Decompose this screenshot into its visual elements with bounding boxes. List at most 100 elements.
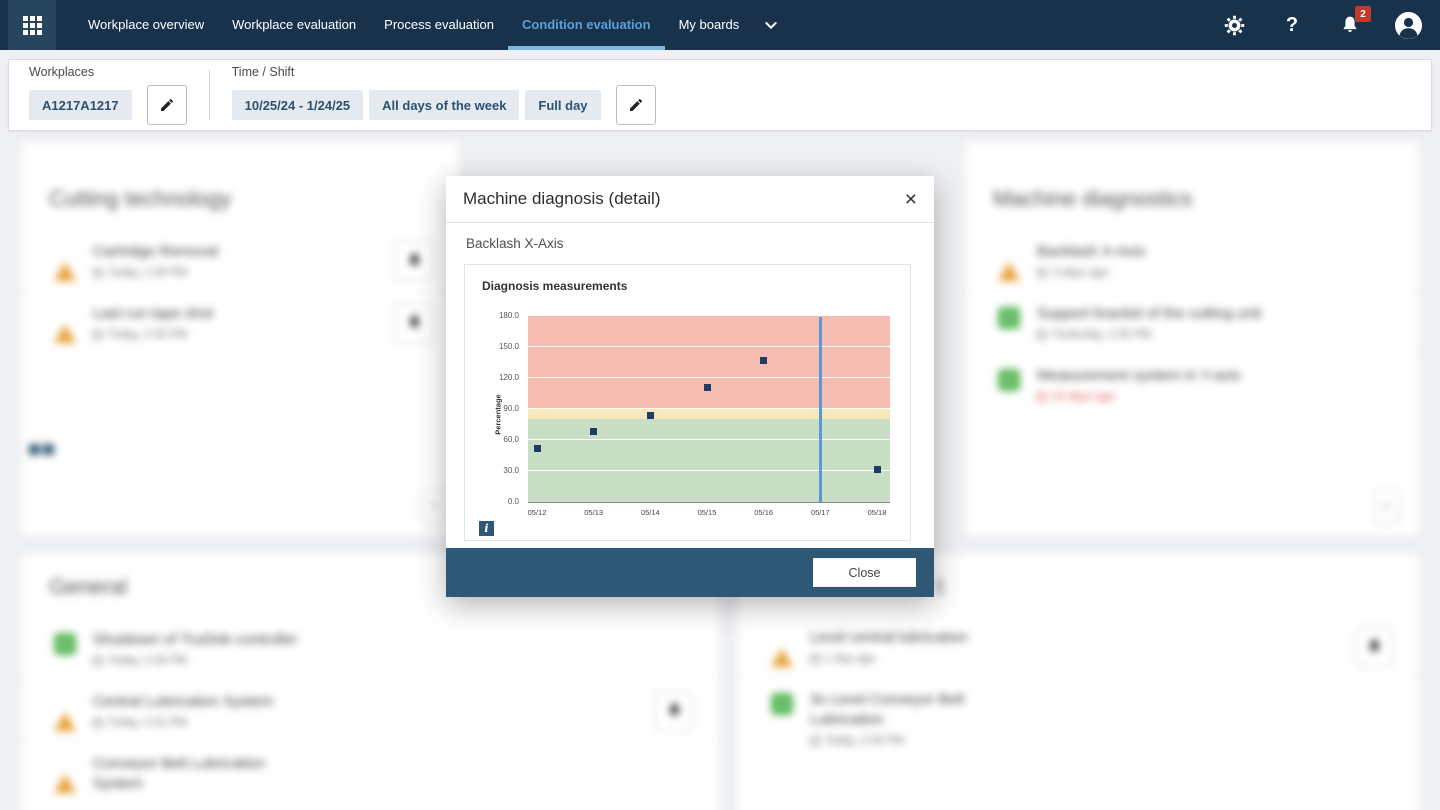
item-date-overdue: 10 days ago: [1037, 391, 1399, 403]
card-next-button[interactable]: ›: [422, 489, 447, 523]
x-tick-label: 05/18: [867, 508, 887, 517]
warning-icon: [54, 757, 78, 793]
tab-workplace-evaluation[interactable]: Workplace evaluation: [232, 17, 357, 32]
warning-icon: [54, 695, 78, 731]
y-tick-label: 60.0: [503, 435, 519, 444]
info-icon[interactable]: i: [479, 521, 494, 536]
calendar-icon: [93, 718, 103, 728]
calendar-icon: [93, 656, 103, 666]
subscribe-bell-button[interactable]: [395, 302, 433, 343]
workplaces-filter: Workplaces A1217A1217: [29, 65, 187, 125]
pagination-dot[interactable]: [29, 444, 40, 455]
avatar: [1394, 11, 1422, 39]
success-icon: ✓: [998, 369, 1022, 391]
item-title: Level central lubrication: [810, 629, 968, 646]
edit-time-shift-button[interactable]: [615, 85, 656, 125]
subscribe-bell-button[interactable]: [655, 690, 693, 731]
dashboard-content: Cutting technology Cartridge Removal Tod…: [0, 141, 1440, 810]
user-menu-button[interactable]: [1394, 9, 1422, 41]
list-item[interactable]: Backlash X-Axis 3 days ago: [965, 230, 1419, 292]
app-launcher-button[interactable]: [8, 0, 56, 50]
top-nav: Workplace overview Workplace evaluation …: [0, 0, 1440, 50]
data-point: [703, 383, 711, 391]
card-title: Cutting technology: [49, 186, 232, 211]
data-point: [590, 428, 598, 436]
warning-icon: [771, 631, 795, 667]
item-date: 3 days ago: [1037, 267, 1399, 279]
list-item[interactable]: Central Lubrication System Today, 2:31 P…: [21, 680, 719, 742]
item-date: Today, 2:30 PM: [93, 267, 439, 279]
date-range-chip: 10/25/24 - 1/24/25: [231, 90, 364, 120]
gear-icon: [1224, 15, 1244, 35]
item-title: Conveyor Belt Lubrication System: [93, 755, 265, 792]
chart-band: [528, 419, 890, 502]
modal-close-icon[interactable]: ×: [904, 187, 917, 211]
modal-title: Machine diagnosis (detail): [463, 189, 661, 208]
item-date: Today, 2:31 PM: [93, 717, 699, 729]
y-tick-label: 180.0: [498, 311, 519, 320]
card-title: Machine diagnostics: [993, 186, 1193, 211]
nav-more-chevron-icon[interactable]: [753, 0, 789, 50]
x-tick-label: 05/16: [754, 508, 774, 517]
x-tick-label: 05/12: [527, 508, 547, 517]
list-item[interactable]: ✓ 3x Level Conveyor Belt Lubrication Tod…: [738, 678, 1419, 759]
warning-icon: [54, 245, 78, 281]
warning-icon: [998, 245, 1022, 281]
list-item[interactable]: Conveyor Belt Lubrication System: [21, 742, 719, 806]
calendar-icon: [1037, 268, 1047, 278]
subscribe-bell-button[interactable]: [1355, 626, 1393, 667]
chart-gridline: [528, 470, 890, 471]
modal-subtitle: Backlash X-Axis: [466, 236, 564, 251]
bell-icon: [1343, 16, 1357, 32]
item-title: Last run tape shot: [93, 305, 214, 322]
warning-icon: [54, 307, 78, 343]
pencil-icon: [160, 98, 173, 111]
workplaces-label: Workplaces: [29, 65, 95, 79]
notification-badge: 2: [1355, 6, 1371, 22]
list-item[interactable]: ✓ Measurement system in Y-axis 10 days a…: [965, 354, 1419, 415]
chart-gridline: [528, 377, 890, 378]
success-icon: ✓: [771, 693, 795, 715]
notifications-button[interactable]: 2: [1336, 6, 1371, 41]
days-chip: All days of the week: [369, 90, 520, 120]
tab-workplace-overview[interactable]: Workplace overview: [88, 17, 205, 32]
shift-chip: Full day: [525, 90, 601, 120]
close-button[interactable]: Close: [813, 558, 916, 587]
item-title: Shutdown of TruDisk controller: [93, 631, 298, 648]
calendar-icon: [810, 736, 820, 746]
y-tick-label: 90.0: [503, 404, 519, 413]
card-next-button[interactable]: ›: [1374, 489, 1399, 523]
pagination-dot[interactable]: [43, 444, 54, 455]
bell-icon: [1368, 639, 1380, 653]
list-item[interactable]: ✓ Shutdown of TruDisk controller Today, …: [21, 618, 719, 680]
item-date: Today, 2:30 PM: [810, 735, 1399, 747]
calendar-icon: [1037, 330, 1047, 340]
edit-workplaces-button[interactable]: [146, 85, 187, 125]
card-title: General: [49, 574, 128, 599]
carousel-pagination: [29, 444, 54, 455]
y-tick-label: 120.0: [498, 373, 519, 382]
chart-plot: Percentage 0.0 30.0 60.0 90.0 120.0 150.0 180.…: [494, 311, 890, 517]
list-item[interactable]: Last run tape shot Today, 2:30 PM: [21, 292, 459, 353]
subscribe-bell-button[interactable]: [395, 240, 433, 281]
item-title: 3x Level Conveyor Belt Lubrication: [810, 691, 965, 728]
x-tick-label: 05/14: [640, 508, 660, 517]
nav-actions: ? 2: [1220, 6, 1440, 41]
bell-icon: [408, 253, 420, 267]
time-shift-filter: Time / Shift 10/25/24 - 1/24/25 All days…: [231, 65, 656, 125]
chart-title: Diagnosis measurements: [482, 279, 628, 293]
pencil-icon: [629, 98, 642, 111]
list-item[interactable]: ✓ Support bracket of the cutting unit Ye…: [965, 292, 1419, 354]
settings-button[interactable]: [1220, 9, 1248, 41]
list-item[interactable]: Level central lubrication 1 day ago: [738, 616, 1419, 678]
tab-my-boards[interactable]: My boards: [678, 17, 740, 32]
tab-process-evaluation[interactable]: Process evaluation: [384, 17, 494, 32]
data-point: [533, 444, 541, 452]
nav-tabs: Workplace overview Workplace evaluation …: [74, 0, 789, 50]
calendar-icon: [93, 268, 103, 278]
list-item[interactable]: Cartridge Removal Today, 2:30 PM: [21, 230, 459, 292]
success-icon: ✓: [54, 633, 78, 655]
help-button[interactable]: ?: [1278, 9, 1306, 41]
tab-condition-evaluation[interactable]: Condition evaluation: [508, 0, 665, 50]
workplaces-value-chip: A1217A1217: [29, 90, 132, 120]
